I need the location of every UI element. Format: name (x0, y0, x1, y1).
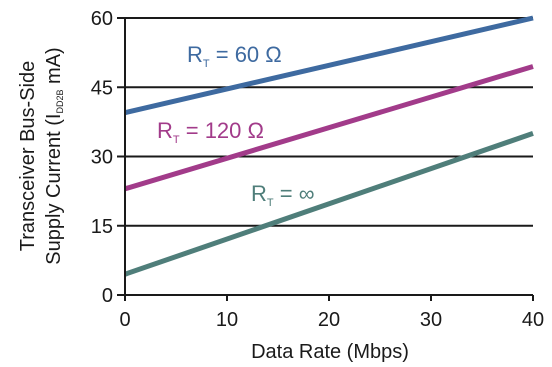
x-tick-label-0: 0 (119, 309, 130, 331)
y-tick-label-0: 0 (102, 285, 113, 307)
series-line-0 (124, 15, 534, 116)
series-line-1 (124, 64, 534, 192)
x-tick-label-20: 20 (318, 309, 340, 331)
y-tick-label-60: 60 (91, 8, 113, 30)
series-label-0: RT = 60 Ω (187, 42, 282, 70)
series-labels: RT = 60 Ω RT = 120 Ω RT = ∞ (157, 42, 314, 209)
y-axis-label: Transceiver Bus-Side Supply Current (IDD… (17, 47, 65, 264)
y-axis-label-suffix: mA) (43, 47, 65, 89)
x-tick-label-40: 40 (522, 309, 544, 331)
y-axis-label-subscript: DD2B (55, 90, 65, 114)
y-tick-label-30: 30 (91, 147, 113, 169)
x-tick-label-30: 30 (420, 309, 442, 331)
series-lines (124, 15, 534, 277)
y-tick-labels: 0 15 30 45 60 (91, 8, 125, 307)
x-tick-label-10: 10 (216, 309, 238, 331)
y-axis-label-line2: Supply Current (IDD2B mA) (43, 47, 65, 264)
x-tick-labels: 0 10 20 30 40 (119, 295, 544, 331)
series-line-2 (124, 131, 534, 277)
y-tick-label-45: 45 (91, 77, 113, 99)
y-axis-label-line1: Transceiver Bus-Side (17, 61, 39, 251)
x-axis-label: Data Rate (Mbps) (251, 341, 409, 363)
series-label-1: RT = 120 Ω (157, 118, 264, 146)
y-tick-label-15: 15 (91, 216, 113, 238)
y-axis-label-prefix: Supply Current (I (43, 114, 65, 265)
series-label-2: RT = ∞ (251, 181, 314, 209)
